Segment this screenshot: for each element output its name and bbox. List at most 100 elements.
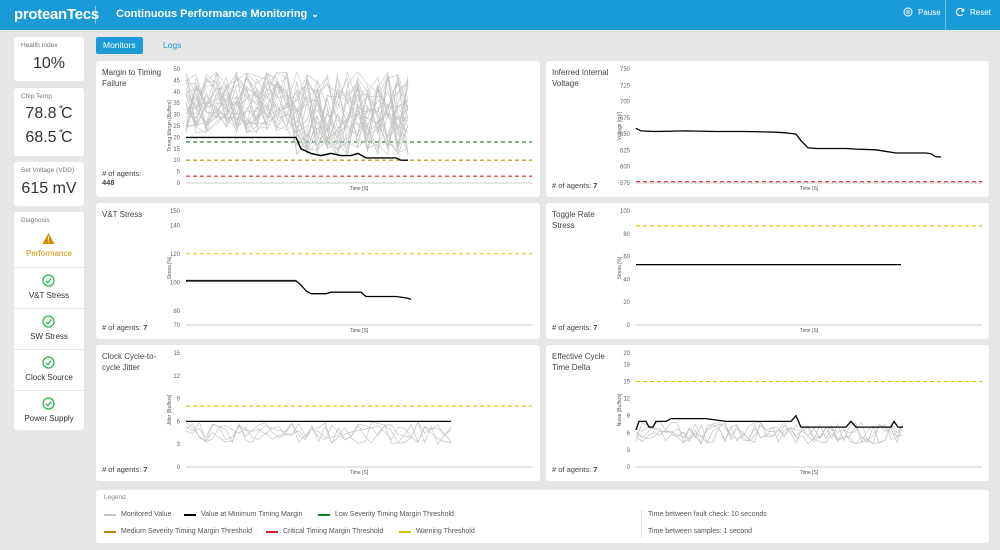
monitored-series — [185, 76, 409, 154]
monitored-series — [185, 420, 452, 445]
y-tick-label: 750 — [620, 67, 631, 73]
top-bar: proteanTecs Continuous Performance Monit… — [0, 0, 1000, 30]
monitored-series — [185, 421, 452, 445]
agents-count-toggle: # of agents: 7 — [552, 323, 598, 332]
pause-button[interactable]: Pause — [903, 7, 941, 17]
y-tick-label: 70 — [173, 323, 180, 329]
diagnosis-item-performance[interactable]: Performance — [14, 226, 84, 266]
diagnosis-item-vt-stress[interactable]: V&T Stress — [14, 267, 84, 307]
chart-card-vt: V&T Stress # of agents: 7 150 140 120 100 80… — [96, 203, 540, 339]
legend-item-critical-threshold: Critical Timing Margin Threshold — [266, 528, 383, 535]
y-tick-label: 6 — [627, 431, 631, 437]
y-tick-label: 140 — [170, 223, 181, 229]
app-title: Continuous Performance Monitoring — [116, 8, 308, 20]
tab-logs[interactable]: Logs — [163, 40, 182, 50]
y-axis-label: Jitter [Buffers] — [167, 394, 173, 425]
y-tick-label: 80 — [173, 309, 180, 315]
tab-monitors[interactable]: Monitors — [96, 37, 143, 54]
y-tick-label: 40 — [623, 277, 630, 283]
y-tick-label: 12 — [173, 374, 180, 380]
agents-count-cycle: # of agents: 7 — [552, 465, 598, 474]
y-tick-label: 9 — [627, 414, 631, 420]
refresh-icon — [955, 7, 965, 17]
check-circle-icon — [42, 356, 55, 369]
y-axis-label: Timing Margin [Buffers] — [167, 100, 173, 152]
chip-temp-panel: Chip Temp 78.8 ̊C 68.5 ̊C — [14, 88, 84, 156]
y-tick-label: 100 — [170, 280, 181, 286]
monitored-series — [185, 78, 409, 157]
legend-divider — [641, 510, 642, 538]
legend-item-min-margin: Value at Minimum Timing Margin — [184, 511, 302, 518]
y-tick-label: 80 — [623, 232, 630, 238]
diagnosis-label-sw-stress: SW Stress — [30, 332, 68, 341]
monitored-series — [185, 422, 452, 444]
legend: Legend Monitored Value Value at Minimum … — [96, 490, 989, 543]
agents-count-voltage: # of agents: 7 — [552, 181, 598, 190]
chart-card-cycle: Effective Cycle Time Delta # of agents: … — [546, 345, 989, 481]
diagnosis-label-performance: Performance — [26, 249, 72, 258]
diagnosis-item-power-supply[interactable]: Power Supply — [14, 390, 84, 430]
y-tick-label: 60 — [623, 255, 630, 261]
reset-label: Reset — [970, 7, 991, 17]
diagnosis-label-power-supply: Power Supply — [24, 414, 74, 423]
y-tick-label: 600 — [620, 165, 631, 171]
health-index-label: Health Index — [21, 42, 58, 49]
y-tick-label: 0 — [627, 465, 631, 471]
y-axis-label: Voltage [mV] — [617, 111, 623, 140]
chip-temp-value-2: 68.5 ̊C — [25, 129, 73, 146]
health-index-value: 10% — [32, 55, 66, 72]
chart-card-margin: Margin to Timing Failure # of agents: 448… — [96, 61, 540, 197]
app-title-dropdown[interactable]: Continuous Performance Monitoring ⌄ — [116, 8, 319, 20]
chart-title-vt: V&T Stress — [102, 210, 143, 219]
chart-toggle: 100 80 60 40 20 0 Stress [%] Time [S] — [617, 209, 982, 334]
x-axis-label: Time [S] — [350, 328, 369, 334]
y-tick-label: 18 — [623, 362, 630, 368]
legend-title: Legend — [104, 494, 126, 501]
y-tick-label: 15 — [623, 380, 630, 386]
y-tick-label: 100 — [620, 209, 631, 215]
y-tick-label: 0 — [177, 181, 181, 187]
chip-temp-label: Chip Temp — [21, 93, 52, 100]
legend-item-low-threshold: Low Severity Timing Margin Threshold — [318, 511, 454, 518]
set-voltage-panel: Set Voltage (VDD) 615 mV — [14, 162, 84, 206]
monitored-series — [635, 421, 904, 445]
diagnosis-item-sw-stress[interactable]: SW Stress — [14, 308, 84, 348]
monitored-series — [185, 97, 409, 151]
y-tick-label: 35 — [173, 101, 180, 107]
chart-title-voltage: Inferred Internal Voltage — [552, 68, 609, 88]
y-tick-label: 15 — [173, 351, 180, 357]
y-tick-label: 9 — [177, 397, 181, 403]
y-tick-label: 10 — [173, 158, 180, 164]
agents-count-jitter: # of agents: 7 — [102, 465, 148, 474]
agents-count-vt: # of agents: 7 — [102, 323, 148, 332]
diagnosis-item-clock-source[interactable]: Clock Source — [14, 349, 84, 389]
chart-title-jitter: Clock Cycle-to-cycle Jitter — [102, 352, 157, 372]
y-tick-label: 0 — [627, 323, 631, 329]
y-tick-label: 0 — [177, 465, 181, 471]
monitored-series — [185, 73, 409, 150]
y-tick-label: 575 — [620, 181, 631, 187]
set-voltage-label: Set Voltage (VDD) — [21, 167, 75, 174]
monitored-series — [185, 73, 409, 146]
y-tick-label: 675 — [620, 116, 631, 122]
reset-button[interactable]: Reset — [955, 7, 991, 17]
y-tick-label: 25 — [173, 124, 180, 130]
legend-item-medium-threshold: Medium Severity Timing Margin Threshold — [104, 528, 252, 535]
y-tick-label: 650 — [620, 132, 631, 138]
diagnosis-label-clock-source: Clock Source — [25, 373, 73, 382]
toolbar-divider — [945, 0, 946, 30]
chart-cycle: 20 18 15 12 9 6 3 0 Noise [Buffers] Time [S] — [617, 351, 982, 476]
logo: proteanTecs — [14, 6, 99, 23]
monitored-series — [185, 71, 409, 153]
chevron-down-icon: ⌄ — [311, 9, 319, 19]
y-tick-label: 725 — [620, 83, 631, 89]
health-index-panel: Health Index 10% — [14, 37, 84, 81]
y-tick-label: 30 — [173, 113, 180, 119]
agents-count-margin: # of agents: 448 — [102, 169, 142, 187]
monitored-series — [185, 72, 409, 150]
y-tick-label: 12 — [623, 397, 630, 403]
legend-item-monitored: Monitored Value — [104, 511, 171, 518]
chart-vt: 150 140 120 100 80 70 Stress [%] Time [S] — [167, 209, 532, 334]
voltage-series — [635, 127, 941, 158]
y-tick-label: 3 — [627, 448, 631, 454]
